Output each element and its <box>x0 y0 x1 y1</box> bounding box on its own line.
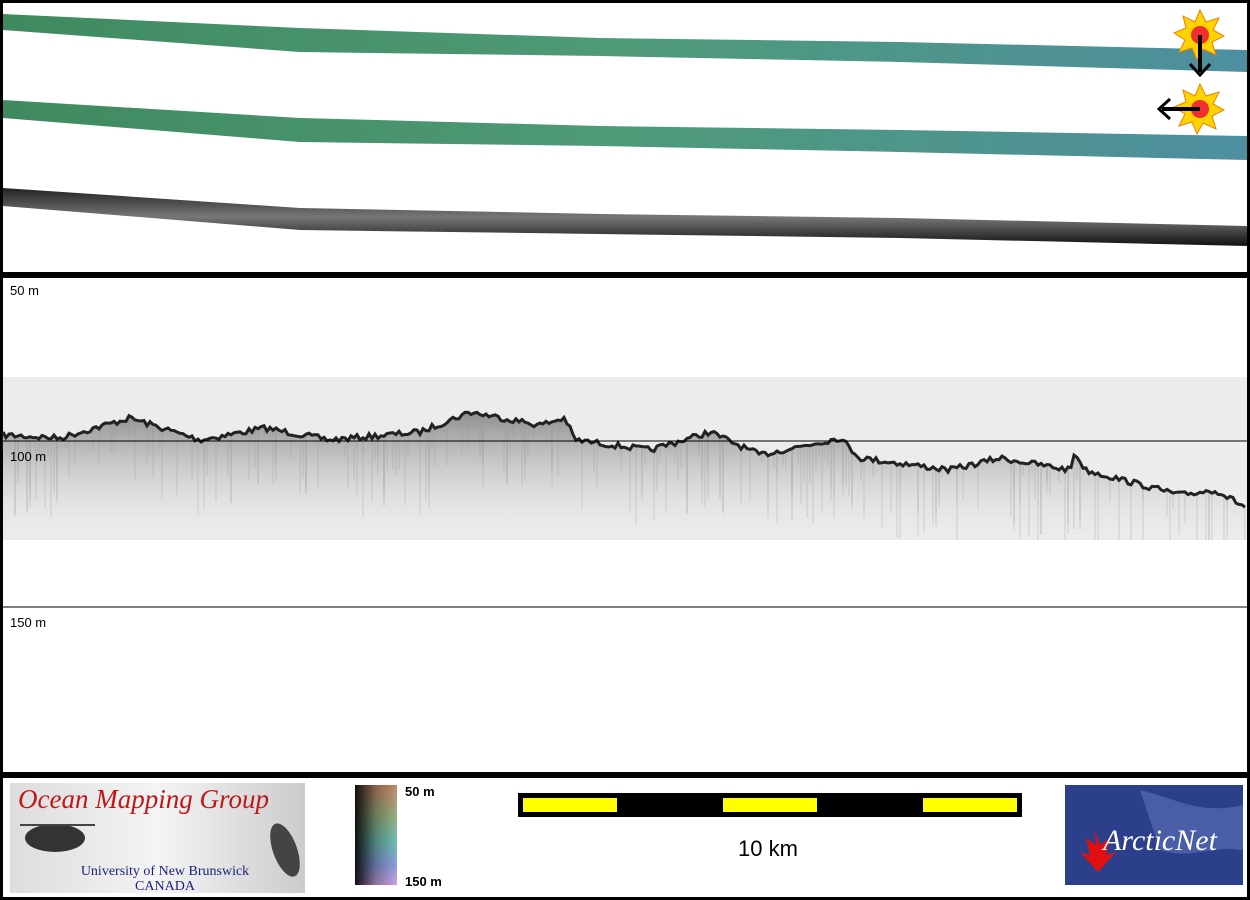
arcticnet-logo: ArcticNet <box>1065 785 1243 885</box>
depth-label: 150 m <box>10 615 46 630</box>
omg-logo: Ocean Mapping Group University of New Br… <box>10 783 305 894</box>
swath-backscatter <box>3 188 1247 246</box>
logo-country: CANADA <box>135 879 196 894</box>
scale-bar <box>518 793 1022 817</box>
echogram <box>1 410 1247 540</box>
sun-marker <box>1156 82 1226 136</box>
swath <box>3 100 1247 160</box>
logo-title: Ocean Mapping Group <box>18 784 269 814</box>
sun-marker <box>1172 8 1226 78</box>
seafloor-echo <box>1 410 1246 509</box>
swath <box>3 14 1247 72</box>
colorbar-label: 50 m <box>405 784 435 799</box>
logo-university: University of New Brunswick <box>81 864 249 879</box>
depth-label: 100 m <box>10 449 46 464</box>
scale-label: 10 km <box>738 836 798 861</box>
colorbar-shade <box>355 785 397 885</box>
depth-label: 50 m <box>10 283 39 298</box>
partner-logo: ArcticNet <box>1101 824 1218 857</box>
colorbar-label: 150 m <box>405 874 442 889</box>
